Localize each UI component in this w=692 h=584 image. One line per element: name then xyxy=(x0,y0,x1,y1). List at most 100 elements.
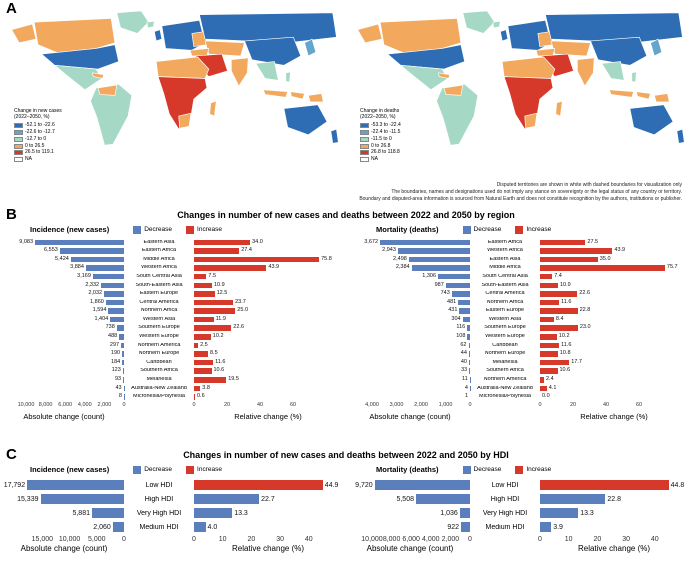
abs-value-label: 190 xyxy=(110,350,121,357)
rel-value-label: 10.6 xyxy=(213,367,225,374)
chart-legend-label: Decrease xyxy=(473,466,502,473)
map-legend-label: 0 to 26.5 xyxy=(25,142,45,149)
map-legend-label: NA xyxy=(371,156,378,163)
abs-cell: 488 xyxy=(4,334,124,340)
category-label: Western Africa xyxy=(487,248,523,254)
abs-cell: 1,404 xyxy=(4,316,124,323)
panel-c-title: Changes in number of new cases and death… xyxy=(183,450,509,460)
category-label: Southern Europe xyxy=(484,325,526,331)
map-deaths: Change in deaths (2022–2050, %) -53.3 to -… xyxy=(346,3,692,171)
rel-bar xyxy=(540,291,578,297)
rel-bar xyxy=(194,256,320,263)
axis-tick-label: 6,000 xyxy=(402,536,420,543)
abs-cell: 1,036 xyxy=(350,508,470,518)
chart-legend: Decrease Increase xyxy=(462,465,551,474)
chart-row: 2,332 South-Eastern Asia 10.9 xyxy=(4,281,342,290)
axis-tick-label: 6,000 xyxy=(58,402,73,409)
rel-cell: 35.0 xyxy=(540,256,688,263)
rel-cell: 4.1 xyxy=(540,385,688,392)
chart-row: 190 Northern Europe 8.5 xyxy=(4,350,342,359)
rel-bar xyxy=(540,385,547,392)
rel-value-label: 11.6 xyxy=(215,358,226,365)
category-label: South-Eastern Asia xyxy=(135,282,183,288)
world-map-deaths xyxy=(357,10,685,146)
abs-cell: 11 xyxy=(350,377,470,383)
abs-cell: 1,860 xyxy=(4,299,124,306)
abs-value-label: 3,672 xyxy=(364,238,378,245)
rel-cell: 19.5 xyxy=(194,377,342,383)
chart-legend-label: Decrease xyxy=(144,466,173,473)
increase-swatch xyxy=(515,465,524,474)
rel-cell: 17.7 xyxy=(540,359,688,366)
map-legend-item: NA xyxy=(14,156,62,163)
map-legend-label: -53.3 to -22.4 xyxy=(371,122,401,129)
category-label: Southern Africa xyxy=(140,368,178,374)
chart-legend-item-increase: Increase xyxy=(515,225,551,234)
category-label: Eastern Europe xyxy=(139,291,179,297)
abs-value-label: 43 xyxy=(115,384,122,391)
rel-bar xyxy=(540,351,558,357)
abs-value-label: 93 xyxy=(114,376,122,383)
abs-value-label: 2,943 xyxy=(382,247,396,254)
category-label: Middle Africa xyxy=(489,265,521,271)
map-legend-swatch xyxy=(360,136,369,142)
category-label: Low HDI xyxy=(491,481,519,489)
map-legend-title: Change in deaths (2022–2050, %) xyxy=(360,108,401,122)
abs-cell: 40 xyxy=(350,358,470,366)
rel-value-label: 10.8 xyxy=(559,350,571,357)
abs-value-label: 40 xyxy=(460,358,467,365)
chart-subtitle: Mortality (deaths) xyxy=(376,225,439,234)
rel-value-label: 44.8 xyxy=(670,481,685,489)
rel-cell: 75.7 xyxy=(540,265,688,271)
abs-value-label: 304 xyxy=(451,315,461,322)
rel-value-label: 10.2 xyxy=(558,333,570,340)
category-label: Low HDI xyxy=(145,481,173,489)
map-legend-item: -52.1 to -22.6 xyxy=(14,122,62,129)
axis-tick-label: 8,000 xyxy=(38,402,53,409)
chart-row: 123 Southern Africa 10.6 xyxy=(4,367,342,376)
axis-tick-label: 4,000 xyxy=(422,536,440,543)
chart-row: 1,404 Western Asia 11.9 xyxy=(4,315,342,324)
category-label: Eastern Europe xyxy=(485,308,525,314)
axis-tick-label: 60 xyxy=(289,402,297,409)
category-label: South Central Asia xyxy=(482,273,528,279)
abs-value-label: 488 xyxy=(108,333,118,340)
rel-cell: 75.8 xyxy=(194,256,342,263)
map-legend-swatch xyxy=(360,157,369,163)
rel-value-label: 25.0 xyxy=(237,307,249,314)
category-label: Western Asia xyxy=(488,316,522,322)
chart-row: 431 Eastern Europe 22.8 xyxy=(350,307,688,316)
abs-cell: 987 xyxy=(350,282,470,289)
chart-row: 6,553 Eastern Africa 27.4 xyxy=(4,247,342,256)
category-label: Caribbean xyxy=(146,359,172,365)
axis-tick-label: 40 xyxy=(650,536,659,543)
abs-cell: 1 xyxy=(350,394,470,400)
chart-header: Incidence (new cases) Decrease Increase xyxy=(30,225,342,234)
abs-bar xyxy=(40,494,124,504)
chart-subtitle: Incidence (new cases) xyxy=(30,465,110,474)
rel-axis: 0 20 40 60 xyxy=(192,402,342,410)
axis-tick-label: 0 xyxy=(538,536,542,543)
chart-legend-item-increase: Increase xyxy=(515,465,551,474)
map-legend-label: -12.7 to 0 xyxy=(25,135,47,142)
rel-cell: 43.9 xyxy=(540,248,688,254)
chart-legend-item-decrease: Decrease xyxy=(462,465,502,474)
axis-title: Absolute change (count) xyxy=(20,544,108,553)
rel-bar xyxy=(540,308,578,314)
abs-cell: 108 xyxy=(350,334,470,340)
panel-c: C Changes in number of new cases and dea… xyxy=(0,446,692,584)
abs-axis-title: Absolute change (count) xyxy=(350,413,470,421)
rel-cell: 22.8 xyxy=(540,308,688,314)
rel-cell: 13.3 xyxy=(540,508,688,518)
chart-row: 11 Northern America 2.4 xyxy=(350,376,688,385)
abs-cell: 9,720 xyxy=(350,480,470,490)
map-legend-swatch xyxy=(360,129,369,135)
abs-value-label: 2,060 xyxy=(93,523,111,531)
chart-row: 481 Northern Africa 11.6 xyxy=(350,298,688,307)
chart-legend: Decrease Increase xyxy=(133,465,222,474)
rel-cell: 10.2 xyxy=(540,334,688,340)
category-label: South Central Asia xyxy=(136,273,182,279)
category-label: Western Europe xyxy=(139,334,179,340)
rel-value-label: 34.0 xyxy=(252,238,263,245)
abs-cell: 2,384 xyxy=(350,265,470,271)
